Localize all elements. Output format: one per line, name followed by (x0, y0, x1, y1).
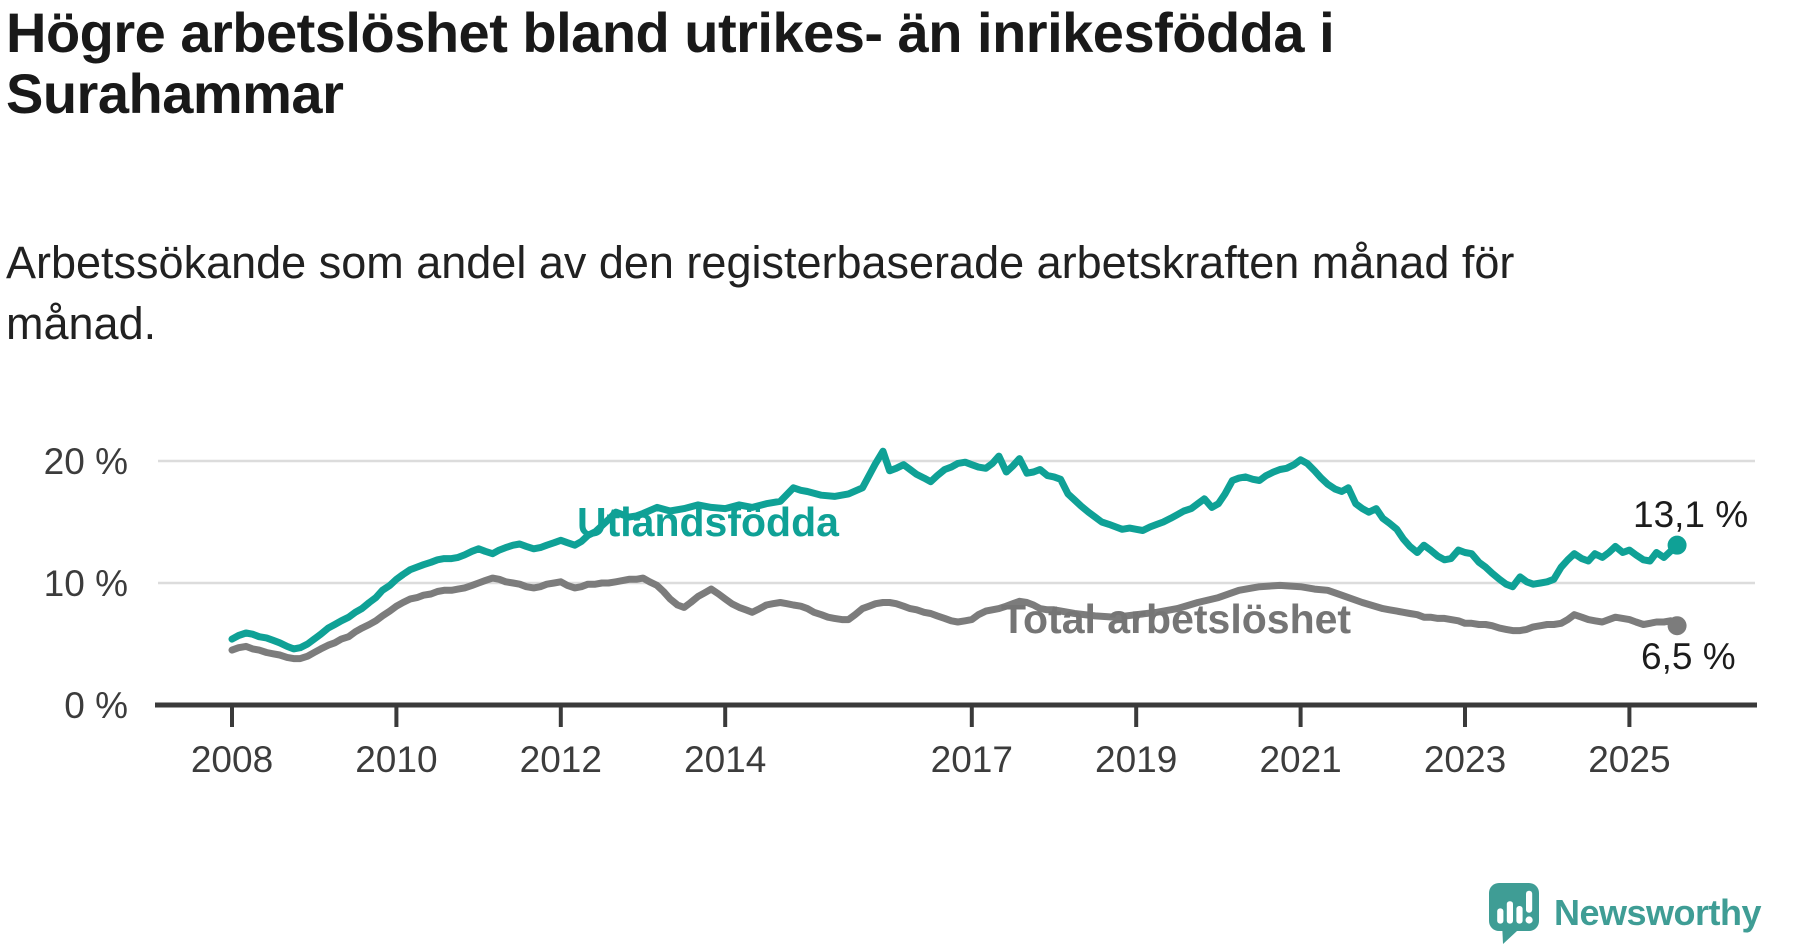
end-value-label-utlandsfodda: 13,1 % (1633, 494, 1749, 535)
x-tick-label: 2014 (684, 739, 766, 780)
end-value-label-total-arbetsloshet: 6,5 % (1641, 636, 1736, 677)
x-tick-label: 2010 (355, 739, 437, 780)
y-tick-label: 20 % (44, 441, 128, 482)
x-tick-label: 2012 (520, 739, 602, 780)
series-label-total-arbetsloshet: Total arbetslöshet (1001, 596, 1352, 642)
page-subtitle-line-2: månad. (6, 297, 157, 349)
y-tick-label: 0 % (64, 685, 128, 726)
x-tick-label: 2017 (931, 739, 1013, 780)
newsworthy-icon (1489, 883, 1539, 944)
page-title-line-2: Surahammar (6, 62, 344, 126)
page-subtitle: Arbetssökande som andel av den registerb… (6, 233, 1766, 355)
end-dot-1 (1667, 616, 1687, 636)
x-tick-label: 2025 (1588, 739, 1670, 780)
end-dot-0 (1667, 535, 1687, 555)
series-label-utlandsfodda: Utlandsfödda (577, 499, 839, 545)
newsworthy-wordmark: Newsworthy (1554, 892, 1762, 933)
series-line-0 (228, 447, 1681, 653)
y-tick-label: 10 % (44, 563, 128, 604)
x-tick-label: 2023 (1424, 739, 1506, 780)
page-title: Högre arbetslöshet bland utrikes- än inr… (6, 2, 1746, 124)
series-line-1 (228, 574, 1681, 663)
x-tick-label: 2021 (1259, 739, 1341, 780)
newsworthy-logo: Newsworthy (1488, 882, 1762, 944)
x-tick-label: 2008 (191, 739, 273, 780)
page-title-line-1: Högre arbetslöshet bland utrikes- än inr… (6, 1, 1335, 64)
x-tick-label: 2019 (1095, 739, 1177, 780)
page-subtitle-line-1: Arbetssökande som andel av den registerb… (6, 237, 1515, 288)
